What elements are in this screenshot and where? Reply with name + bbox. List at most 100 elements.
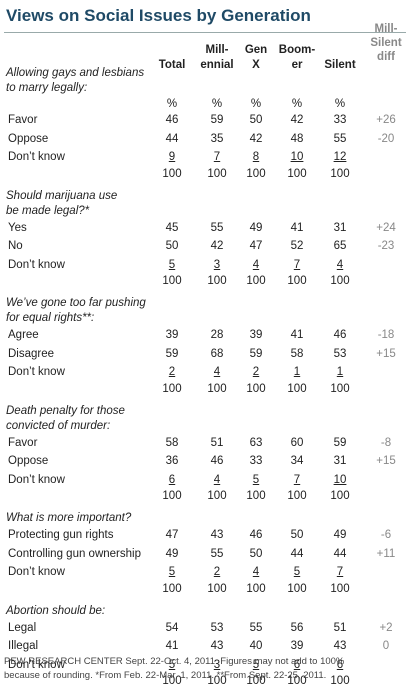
cell-value: 39: [165, 329, 179, 341]
cell-value: 60: [290, 436, 304, 449]
cell-value: 54: [165, 621, 179, 634]
total-value: 100: [162, 675, 182, 687]
cell-value: 45: [165, 221, 179, 234]
cell-value: 6: [336, 658, 344, 671]
cell-value: 5: [252, 473, 260, 486]
cell-value: 43: [333, 640, 347, 652]
row-label: Protecting gun rights: [8, 529, 114, 541]
cell-value: 42: [249, 132, 263, 145]
cell-value: 52: [290, 240, 304, 252]
column-header: Mill-: [205, 44, 229, 56]
row-label: Oppose: [8, 455, 49, 467]
cell-value: 50: [290, 529, 304, 541]
total-value: 100: [287, 275, 307, 287]
cell-value: 43: [210, 640, 224, 652]
unit: %: [250, 98, 262, 110]
diff-value: +11: [376, 547, 396, 560]
column-header: Silent: [324, 59, 356, 71]
cell-value: 49: [249, 221, 263, 234]
row-label: Legal: [8, 621, 37, 634]
cell-value: 31: [333, 221, 347, 234]
cell-value: 44: [290, 547, 304, 560]
cell-value: 34: [290, 455, 304, 467]
total-value: 100: [330, 275, 350, 287]
total-value: 100: [330, 582, 350, 595]
total-value: 100: [162, 275, 182, 287]
footer-note: because of rounding. *From Feb. 22-Mar. …: [4, 670, 327, 681]
cell-value: 41: [290, 329, 304, 341]
diff-value: 0: [382, 640, 390, 652]
column-header: er: [291, 59, 303, 71]
cell-value: 46: [249, 529, 263, 541]
diff-value: +26: [376, 114, 396, 126]
cell-value: 44: [333, 547, 347, 560]
question: We’ve gone too far pushing: [6, 297, 146, 309]
diff-value: +2: [379, 621, 393, 634]
cell-value: 3: [213, 658, 221, 671]
cell-value: 2: [168, 366, 176, 378]
diff-value: -18: [377, 329, 395, 341]
column-header: Gen: [244, 44, 268, 56]
total-value: 100: [287, 382, 307, 395]
row-label: Controlling gun ownership: [8, 547, 141, 560]
total-value: 100: [207, 167, 227, 180]
total-value: 100: [246, 382, 266, 395]
total-value: 100: [162, 582, 182, 595]
row-label: Disagree: [8, 347, 55, 360]
row-label: Agree: [8, 329, 39, 341]
total-value: 100: [207, 382, 227, 395]
cell-value: 8: [252, 151, 260, 163]
row-label: Oppose: [8, 132, 49, 145]
total-value: 100: [330, 167, 350, 180]
cell-value: 50: [165, 240, 179, 252]
cell-value: 35: [210, 132, 224, 145]
question: Death penalty for those: [6, 404, 125, 417]
footer-note: PEW RESEARCH CENTER Sept. 22-Oct. 4, 201…: [4, 656, 345, 667]
cell-value: 55: [210, 547, 224, 560]
cell-value: 49: [165, 547, 179, 560]
total-value: 100: [246, 490, 266, 502]
column-header: X: [252, 59, 260, 71]
cell-value: 39: [290, 640, 304, 652]
cell-value: 39: [249, 329, 263, 341]
diff-value: +24: [376, 221, 396, 234]
cell-value: 5: [168, 566, 176, 578]
diff-value: -6: [380, 529, 392, 541]
question: Allowing gays and lesbians: [6, 67, 145, 79]
cell-value: 47: [249, 240, 263, 252]
total-value: 100: [162, 167, 182, 180]
cell-value: 58: [165, 436, 179, 449]
unit: %: [291, 98, 303, 110]
unit: %: [211, 98, 223, 110]
cell-value: 51: [210, 436, 224, 449]
cell-value: 5: [168, 258, 176, 271]
diff-value: -23: [377, 240, 395, 252]
cell-value: 4: [336, 258, 344, 271]
cell-value: 33: [333, 114, 347, 126]
cell-value: 59: [165, 347, 179, 360]
cell-value: 49: [333, 529, 347, 541]
cell-value: 4: [213, 473, 221, 486]
row-label: Don’t know: [8, 366, 65, 378]
cell-value: 55: [210, 221, 224, 234]
cell-value: 47: [165, 529, 179, 541]
cell-value: 1: [336, 366, 344, 378]
question: Abortion should be:: [6, 604, 106, 617]
cell-value: 6: [293, 658, 301, 671]
cell-value: 56: [290, 621, 304, 634]
row-label: Don’t know: [8, 566, 65, 578]
cell-value: 12: [333, 151, 347, 163]
unit: %: [166, 98, 178, 110]
row-label: Yes: [8, 221, 27, 234]
cell-value: 51: [333, 621, 347, 634]
cell-value: 10: [333, 473, 347, 486]
total-value: 100: [287, 582, 307, 595]
cell-value: 7: [293, 473, 301, 486]
cell-value: 41: [290, 221, 304, 234]
question: be made legal?*: [6, 204, 90, 217]
row-label: Don’t know: [8, 473, 65, 486]
cell-value: 46: [210, 455, 224, 467]
cell-value: 5: [168, 658, 176, 671]
total-value: 100: [246, 582, 266, 595]
total-value: 100: [246, 167, 266, 180]
